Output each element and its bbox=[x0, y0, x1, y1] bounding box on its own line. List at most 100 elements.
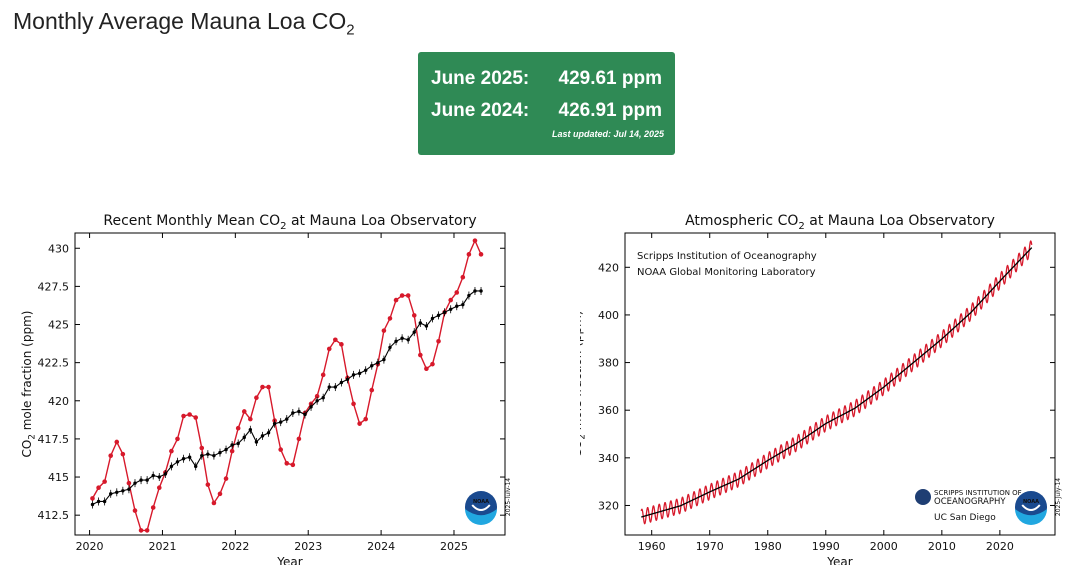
y-tick-label: 417.5 bbox=[38, 433, 70, 446]
data-point bbox=[169, 464, 174, 469]
data-point bbox=[199, 445, 205, 451]
data-point bbox=[236, 441, 240, 446]
trend-line bbox=[641, 247, 1033, 518]
plot-frame bbox=[74, 232, 506, 536]
data-point bbox=[467, 293, 471, 298]
x-axis-label: Year bbox=[276, 555, 302, 565]
data-point bbox=[163, 472, 168, 476]
x-tick-label: 2000 bbox=[870, 540, 898, 553]
data-point bbox=[266, 431, 271, 435]
data-point bbox=[169, 448, 174, 454]
data-point bbox=[478, 252, 484, 257]
data-point bbox=[339, 380, 344, 385]
watermark: 2025-July-14 bbox=[1055, 478, 1062, 516]
annotation-line-1: Scripps Institution of Oceanography bbox=[637, 251, 817, 262]
data-point bbox=[412, 330, 416, 334]
data-point bbox=[157, 475, 161, 479]
data-point bbox=[132, 508, 138, 513]
data-point bbox=[448, 297, 453, 303]
data-point bbox=[278, 447, 283, 452]
scripps-logo-sub: OCEANOGRAPHY bbox=[934, 497, 1006, 507]
data-point bbox=[211, 500, 217, 506]
data-point bbox=[235, 425, 241, 431]
data-point bbox=[108, 453, 114, 458]
series-0 bbox=[90, 238, 484, 533]
data-point bbox=[102, 499, 107, 504]
data-point bbox=[217, 491, 223, 497]
data-point bbox=[363, 368, 368, 372]
data-point bbox=[229, 448, 235, 454]
data-point bbox=[418, 352, 423, 358]
data-point bbox=[284, 461, 290, 466]
data-point bbox=[248, 416, 253, 422]
data-point bbox=[218, 450, 222, 455]
plot-frame bbox=[624, 232, 1056, 536]
y-axis-label: CO2 mole fraction (ppm) bbox=[20, 311, 38, 458]
data-point bbox=[454, 290, 460, 295]
page-title: Monthly Average Mauna Loa CO2 bbox=[13, 8, 355, 39]
data-point bbox=[96, 499, 101, 504]
data-point bbox=[376, 360, 380, 365]
data-point bbox=[175, 436, 180, 442]
noaa-logo-label: NOAA bbox=[473, 499, 489, 505]
stat-row-previous: June 2024: 426.91 ppm bbox=[431, 100, 662, 122]
x-tick-label: 2024 bbox=[367, 540, 395, 553]
data-point bbox=[115, 490, 119, 494]
data-point bbox=[326, 346, 332, 352]
data-point bbox=[436, 313, 441, 318]
data-point bbox=[479, 289, 483, 293]
x-tick-label: 1970 bbox=[696, 540, 724, 553]
data-point bbox=[90, 502, 95, 507]
data-point bbox=[430, 361, 435, 367]
data-point bbox=[442, 310, 447, 315]
noaa-logo-gull bbox=[471, 504, 491, 511]
data-point bbox=[406, 338, 410, 342]
data-point bbox=[151, 473, 155, 478]
x-tick-label: 2023 bbox=[294, 540, 322, 553]
data-point bbox=[394, 339, 398, 343]
data-point bbox=[138, 528, 144, 533]
data-point bbox=[109, 492, 113, 496]
data-point bbox=[242, 435, 246, 440]
data-point bbox=[357, 421, 362, 426]
data-point bbox=[200, 453, 204, 458]
data-point bbox=[411, 313, 417, 318]
data-point bbox=[241, 409, 247, 414]
stat-row-current: June 2025: 429.61 ppm bbox=[431, 68, 662, 90]
y-tick-label: 320 bbox=[598, 499, 619, 512]
data-point bbox=[126, 480, 132, 486]
data-point bbox=[473, 289, 477, 293]
data-point bbox=[381, 328, 387, 333]
annotation-line-2: NOAA Global Monitoring Laboratory bbox=[637, 267, 816, 278]
scripps-logo-name: SCRIPPS INSTITUTION OF bbox=[934, 489, 1022, 497]
data-point bbox=[266, 384, 271, 390]
data-point bbox=[145, 478, 149, 482]
historic-co2-chart: Atmospheric CO2 at Mauna Loa Observatory… bbox=[580, 210, 1070, 565]
data-point bbox=[461, 302, 465, 307]
noaa-logo: NOAA bbox=[465, 491, 497, 525]
series-line bbox=[91, 238, 482, 532]
data-point bbox=[430, 316, 435, 321]
data-point bbox=[315, 399, 319, 403]
data-point bbox=[327, 385, 331, 389]
data-point bbox=[333, 385, 338, 389]
stat-value-previous: 426.91 ppm bbox=[558, 100, 663, 121]
data-point bbox=[260, 384, 265, 390]
stat-label-previous: June 2024: bbox=[431, 100, 530, 121]
data-point bbox=[150, 505, 156, 510]
data-point bbox=[424, 324, 429, 328]
page-title-subscript: 2 bbox=[346, 21, 355, 39]
data-point bbox=[248, 428, 253, 432]
data-point bbox=[96, 485, 101, 491]
data-point bbox=[181, 413, 186, 419]
y-tick-label: 420 bbox=[48, 395, 69, 408]
data-point bbox=[291, 411, 295, 415]
data-point bbox=[127, 487, 131, 491]
data-point bbox=[102, 479, 107, 484]
x-tick-label: 2010 bbox=[928, 540, 956, 553]
data-point bbox=[285, 417, 289, 421]
data-point bbox=[400, 336, 404, 340]
data-point bbox=[121, 489, 125, 493]
data-point bbox=[320, 372, 326, 378]
